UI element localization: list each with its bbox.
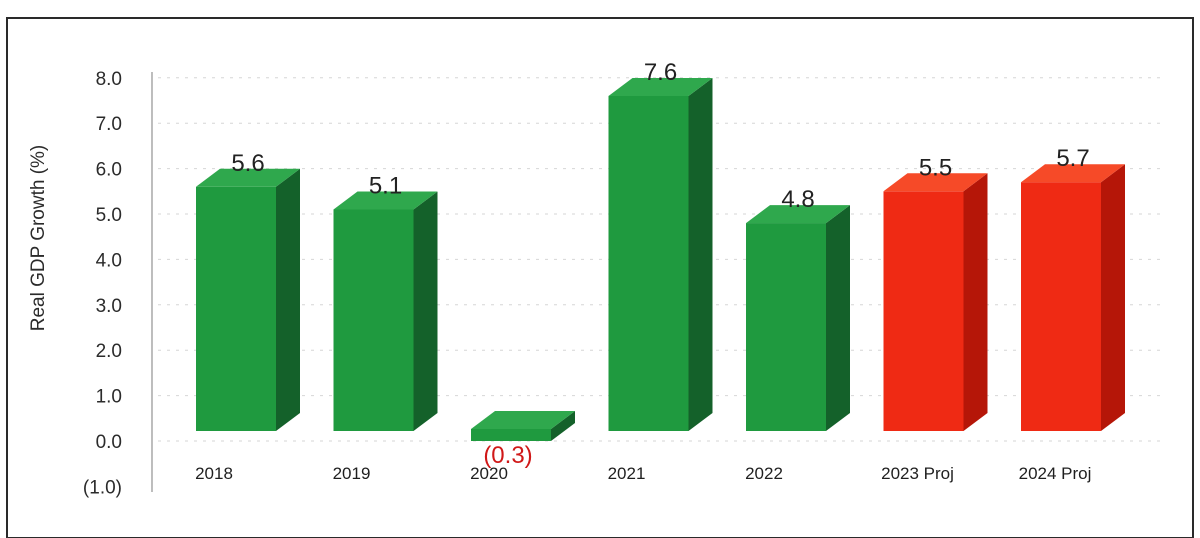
bar-front-face	[746, 223, 826, 431]
bar-front-face	[333, 209, 414, 431]
x-tick-label: 2020	[470, 464, 508, 483]
bar-top-face	[746, 205, 850, 224]
bar-top-face	[471, 411, 575, 429]
data-label: 5.6	[231, 150, 264, 177]
y-tick-label: 5.0	[96, 205, 122, 226]
bar-side-face	[688, 77, 713, 432]
bar-2022	[746, 205, 850, 431]
y-tick-label: 3.0	[96, 296, 122, 317]
chart-frame	[6, 17, 1194, 538]
y-tick-label: 1.0	[96, 387, 122, 408]
bar-top-face	[883, 173, 988, 192]
bar-side-face	[826, 205, 850, 431]
bar-2019	[333, 191, 438, 431]
data-label: (0.3)	[483, 442, 532, 469]
y-tick-label: 4.0	[96, 250, 122, 271]
data-labels: 5.6 5.1 (0.3) 7.6 4.8 5.5 5.7	[231, 59, 1089, 469]
bar-front-face	[196, 186, 276, 431]
data-label: 4.8	[781, 186, 814, 213]
x-tick-label: 2022	[745, 464, 783, 483]
bar-side-face	[413, 191, 438, 431]
bar-side-face	[276, 168, 300, 431]
y-axis-title: Real GDP Growth (%)	[28, 145, 49, 332]
data-label: 5.1	[369, 172, 402, 199]
bar-front-face	[1021, 182, 1101, 431]
y-tick-label: 2.0	[96, 341, 122, 362]
bar-top-face	[608, 77, 713, 96]
x-tick-label: 2021	[608, 464, 646, 483]
bar-2018	[196, 168, 300, 431]
bar-2020	[471, 411, 575, 441]
bar-2021	[608, 77, 713, 432]
x-tick-label: 2023 Proj	[881, 464, 954, 483]
y-tick-label: 8.0	[96, 69, 122, 90]
bar-side-face	[963, 173, 988, 432]
bar-2023-proj	[883, 173, 988, 432]
bar-front-face	[883, 191, 964, 431]
x-tick-label: 2019	[333, 464, 371, 483]
y-tick-label: 6.0	[96, 160, 122, 181]
data-label: 7.6	[644, 59, 677, 86]
bar-top-face	[333, 191, 438, 210]
x-tick-label: 2018	[195, 464, 233, 483]
data-label: 5.7	[1056, 145, 1089, 172]
y-tick-label: 7.0	[96, 114, 122, 135]
y-axis-ticks: (1.0) 0.0 1.0 2.0 3.0 4.0 5.0 6.0 7.0 8.0	[83, 69, 122, 499]
bar-2024-proj	[1021, 164, 1125, 431]
bar-front-face	[471, 429, 551, 441]
bar-side-face	[551, 411, 575, 441]
data-label: 5.5	[919, 154, 952, 181]
bar-front-face	[608, 95, 689, 432]
bars	[196, 77, 1125, 441]
x-tick-label: 2024 Proj	[1019, 464, 1092, 483]
bar-side-face	[1101, 164, 1125, 431]
bar-top-face	[1021, 164, 1125, 183]
y-tick-label: (1.0)	[83, 477, 122, 498]
y-tick-label: 0.0	[96, 432, 122, 453]
bar-top-face	[196, 168, 300, 187]
x-axis-ticks: 2018 2019 2020 2021 2022 2023 Proj 2024 Proj	[195, 464, 1091, 483]
